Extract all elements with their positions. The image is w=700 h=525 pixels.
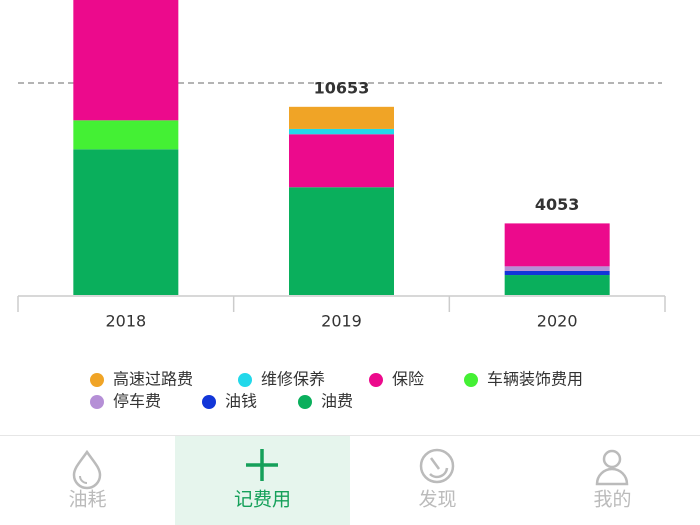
legend-swatch	[90, 373, 104, 387]
legend-swatch	[369, 373, 383, 387]
x-tick-label: 2020	[537, 312, 578, 331]
total-label: 4053	[535, 195, 580, 214]
legend-swatch	[90, 395, 104, 409]
nav-label[interactable]: 发现	[418, 489, 456, 511]
icon-profile-body	[595, 467, 629, 486]
x-tick-label: 2018	[105, 312, 146, 331]
bar-segment	[73, 0, 179, 121]
legend-swatch	[202, 395, 216, 409]
legend-swatch	[298, 395, 312, 409]
bar-segment	[73, 120, 179, 150]
icon-add[interactable]	[246, 449, 278, 481]
icon-discover[interactable]	[419, 448, 455, 484]
icon-discover-detail	[429, 457, 449, 479]
chart: 2018 10653 2019 4053 2020 高速过路费 维修保养 保险 车辆装饰费用停车…	[17, 0, 666, 411]
bar-segment	[504, 270, 610, 276]
legend-label: 维修保养	[261, 370, 325, 389]
bar-segment	[289, 106, 394, 129]
legend-label: 车辆装饰费用	[487, 370, 583, 389]
legend-label: 保险	[392, 370, 424, 389]
bar-segment	[289, 134, 394, 188]
legend-label: 油钱	[225, 392, 257, 411]
legend-label: 停车费	[113, 392, 161, 411]
bar-segment	[289, 187, 394, 295]
x-tick-label: 2019	[321, 312, 362, 331]
icon-profile-head[interactable]	[602, 449, 622, 469]
legend-swatch	[238, 373, 252, 387]
icon-fuel-detail	[79, 475, 88, 484]
legend-label: 高速过路费	[113, 370, 193, 389]
nav-label[interactable]: 记费用	[234, 489, 291, 511]
nav-label[interactable]: 我的	[593, 489, 631, 511]
bar-segment	[73, 149, 179, 295]
total-label: 10653	[314, 78, 370, 97]
legend-label: 油费	[321, 392, 353, 411]
nav-labels: 油耗 记费用 发现 我的	[68, 489, 631, 511]
legend-swatch	[464, 373, 478, 387]
bar-segment	[289, 128, 394, 135]
nav-label[interactable]: 油耗	[68, 489, 106, 511]
bar-segment	[504, 223, 610, 267]
bar-segment	[504, 275, 610, 295]
bar-segment	[504, 266, 610, 271]
icon-fuel[interactable]	[72, 449, 102, 490]
